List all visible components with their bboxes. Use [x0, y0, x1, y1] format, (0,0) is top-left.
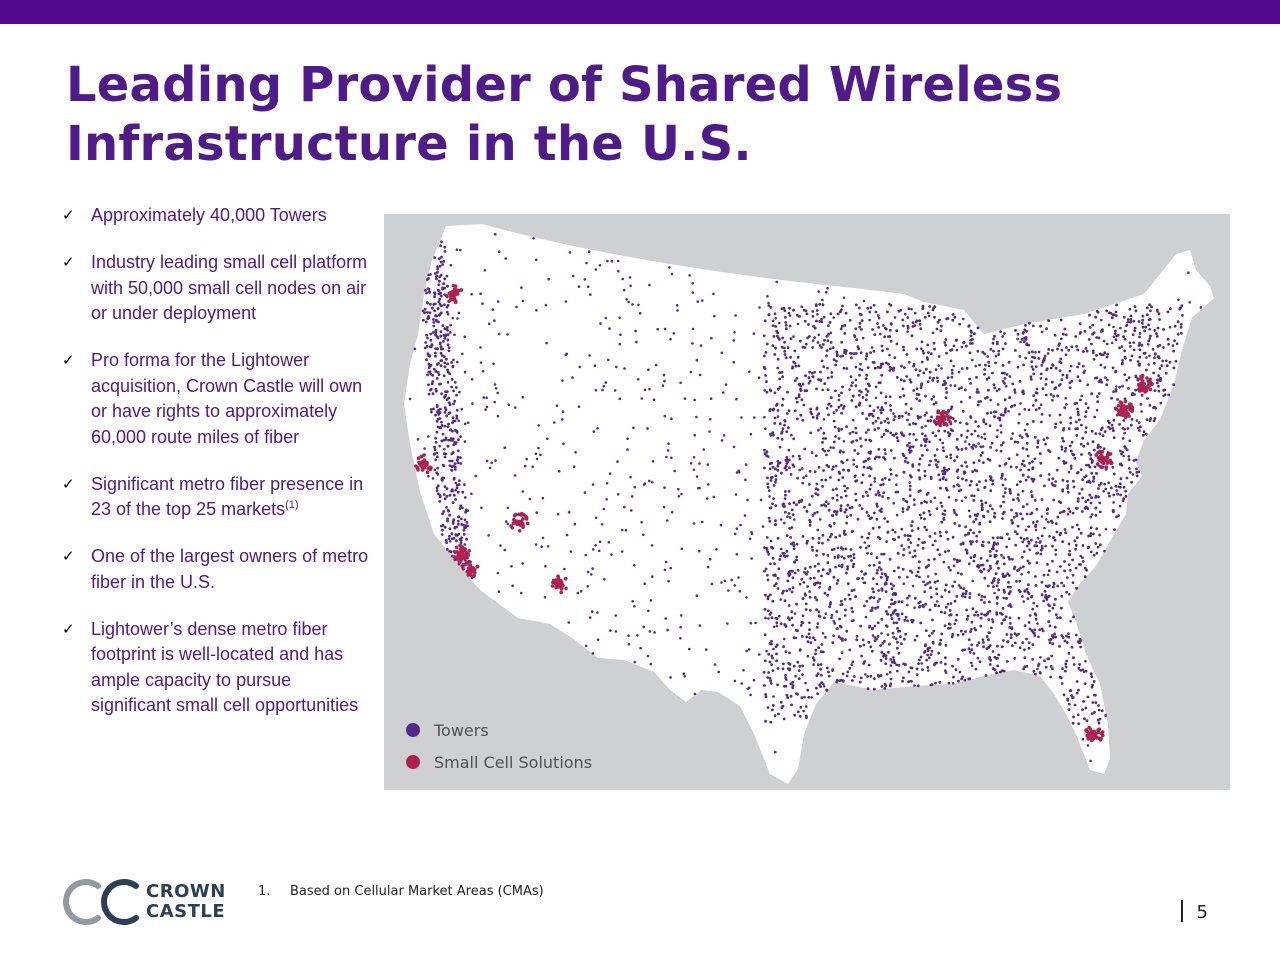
- checkmark-icon: ✓: [62, 619, 75, 638]
- slide-title: Leading Provider of Shared Wireless Infr…: [66, 56, 1066, 174]
- logo-line-1: CROWN: [146, 881, 226, 902]
- bullet-text: One of the largest owners of metro fiber…: [91, 546, 369, 592]
- bullet-item: ✓ One of the largest owners of metro fib…: [62, 544, 372, 595]
- towers-swatch: [406, 723, 420, 737]
- legend-item-small-cell: Small Cell Solutions: [406, 746, 592, 778]
- bullet-text: Approximately 40,000 Towers: [91, 205, 327, 225]
- legend-label: Small Cell Solutions: [434, 752, 593, 772]
- bullet-item: ✓ Significant metro fiber presence in 23…: [62, 472, 372, 523]
- checkmark-icon: ✓: [62, 253, 75, 271]
- legend-item-towers: Towers: [406, 714, 592, 746]
- footnote-text: Based on Cellular Market Areas (CMAs): [290, 884, 544, 899]
- us-coverage-map: [384, 214, 1230, 790]
- bullet-list: ✓ Approximately 40,000 Towers ✓ Industry…: [62, 203, 372, 740]
- logo-line-2: CASTLE: [146, 901, 226, 922]
- legend-label: Towers: [434, 720, 489, 740]
- map-svg: [404, 224, 1214, 784]
- checkmark-icon: ✓: [62, 351, 75, 369]
- footnote-number: 1.: [258, 884, 271, 899]
- bullet-item: ✓ Industry leading small cell platform w…: [62, 250, 372, 327]
- page-number: 5: [1181, 900, 1208, 923]
- checkmark-icon: ✓: [62, 474, 75, 493]
- page-number-value: 5: [1196, 902, 1208, 923]
- small-cell-swatch: [406, 755, 420, 769]
- crown-castle-logo: CROWN CASTLE: [62, 878, 232, 926]
- footnote: 1. Based on Cellular Market Areas (CMAs): [258, 884, 544, 899]
- bullet-item: ✓ Approximately 40,000 Towers: [62, 203, 372, 229]
- bullet-text: Industry leading small cell platform wit…: [91, 252, 368, 323]
- bullet-item: ✓ Pro forma for the Lightower acquisitio…: [62, 348, 372, 450]
- top-accent-bar: [0, 0, 1280, 24]
- bullet-text: Significant metro fiber presence in 23 o…: [91, 473, 364, 520]
- footnote-marker: (1): [285, 499, 299, 511]
- logo-wordmark: CROWN CASTLE: [146, 882, 226, 922]
- checkmark-icon: ✓: [62, 547, 75, 565]
- site-dots: [408, 232, 1203, 763]
- title-line-1: Leading Provider of Shared Wireless: [66, 57, 1063, 113]
- map-legend: Towers Small Cell Solutions: [406, 714, 592, 778]
- page-divider: [1181, 900, 1183, 922]
- title-line-2: Infrastructure in the U.S.: [66, 116, 752, 172]
- bullet-text: Lightower’s dense metro fiber footprint …: [91, 618, 359, 716]
- logo-mark-icon: [63, 879, 139, 925]
- bullet-text: Pro forma for the Lightower acquisition,…: [91, 350, 363, 447]
- bullet-item: ✓ Lightower’s dense metro fiber footprin…: [62, 617, 372, 719]
- checkmark-icon: ✓: [62, 206, 75, 224]
